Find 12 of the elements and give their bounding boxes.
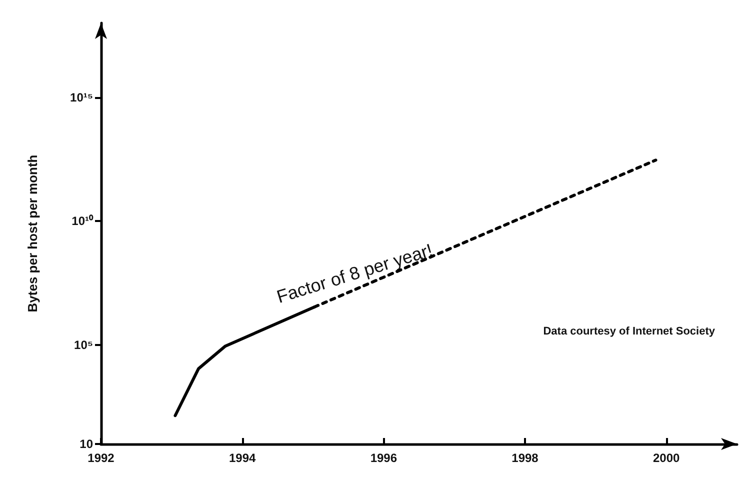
x-tick-label: 1996 bbox=[370, 451, 398, 465]
annotation: Factor of 8 per year! bbox=[274, 240, 435, 307]
x-tick-label: 1998 bbox=[512, 451, 539, 465]
y-tick-label: 10¹⁰ bbox=[72, 214, 94, 228]
x-tick-label: 1992 bbox=[88, 451, 115, 465]
x-tick-label: 1994 bbox=[228, 451, 256, 465]
annotation: Data courtesy of Internet Society bbox=[543, 326, 716, 338]
y-tick-label: 10⁵ bbox=[74, 338, 93, 352]
x-tick-label: 2000 bbox=[652, 451, 680, 465]
y-tick-label: 10¹⁵ bbox=[70, 90, 93, 104]
y-axis-title: Bytes per host per month bbox=[25, 154, 40, 312]
y-tick-label: 10 bbox=[80, 437, 94, 451]
